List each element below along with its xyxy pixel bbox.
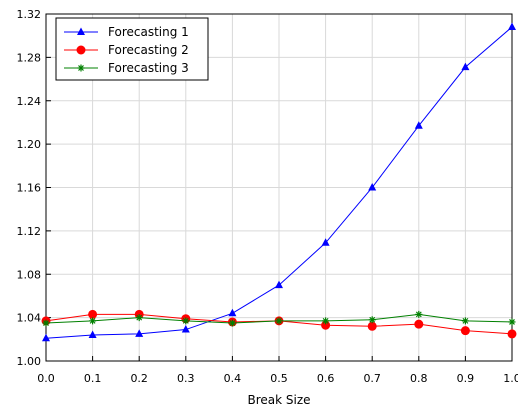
- data-point: [228, 319, 236, 327]
- series-1: [42, 22, 516, 342]
- y-tick-label: 1.08: [17, 268, 42, 281]
- series-3: [42, 310, 516, 327]
- data-point: [322, 317, 330, 325]
- star-stroke: [229, 320, 236, 326]
- legend-label: Forecasting 3: [108, 61, 189, 75]
- x-tick-label: 0.8: [410, 372, 428, 385]
- data-point: [89, 317, 97, 325]
- y-tick-label: 1.00: [17, 355, 42, 368]
- data-point: [508, 318, 516, 326]
- data-point: [42, 319, 50, 327]
- x-axis-title: Break Size: [247, 393, 310, 407]
- data-point: [135, 314, 143, 322]
- data-point: [507, 329, 517, 339]
- legend-label: Forecasting 2: [108, 43, 189, 57]
- y-tick-label: 1.04: [17, 312, 42, 325]
- data-point: [368, 316, 376, 324]
- y-tick-label: 1.24: [17, 95, 42, 108]
- data-point: [368, 183, 377, 191]
- star-stroke: [322, 317, 329, 324]
- series-layer: [41, 22, 517, 342]
- legend-marker: [77, 27, 85, 35]
- data-point: [88, 309, 98, 319]
- star-stroke: [182, 317, 189, 324]
- star-stroke: [462, 317, 469, 324]
- legend-label: Forecasting 1: [108, 25, 189, 39]
- data-point: [414, 319, 424, 329]
- star-stroke: [415, 311, 422, 318]
- y-tick-label: 1.32: [17, 8, 42, 21]
- legend: Forecasting 1 Forecasting 2 Forecasting 3: [55, 17, 209, 81]
- star-stroke: [43, 320, 49, 326]
- data-point: [461, 317, 469, 325]
- data-point: [275, 317, 283, 325]
- data-point: [275, 280, 283, 289]
- x-tick-label: 0.9: [457, 372, 475, 385]
- star-stroke: [509, 319, 515, 325]
- star-stroke: [369, 316, 376, 323]
- x-tick-label: 0.3: [177, 372, 195, 385]
- legend-marker: [76, 45, 86, 55]
- x-tick-label: 0.6: [317, 372, 335, 385]
- x-tick-label: 0.2: [130, 372, 148, 385]
- data-point: [42, 333, 50, 342]
- y-tick-label: 1.16: [17, 182, 42, 195]
- x-tick-label: 0.4: [224, 372, 242, 385]
- star-stroke: [78, 65, 84, 71]
- y-tick-label: 1.20: [17, 138, 42, 151]
- x-tick-label: 0.0: [37, 372, 55, 385]
- star-stroke: [89, 317, 96, 324]
- x-tick-label: 0.7: [363, 372, 381, 385]
- data-point: [414, 121, 423, 129]
- star-stroke: [136, 314, 143, 321]
- star-stroke: [276, 317, 282, 324]
- x-tick-label: 1.0: [503, 372, 518, 385]
- data-point: [88, 330, 97, 338]
- legend-marker: [77, 64, 85, 72]
- data-point: [181, 325, 190, 333]
- data-point: [367, 321, 377, 331]
- axis-ticks: 0.0 0.1 0.2 0.3 0.4 0.5 0.6 0.7 0.8 0.9 1.0 1.00 1.0…: [17, 8, 518, 385]
- legend-item: Forecasting 2: [64, 43, 189, 57]
- data-point: [321, 238, 330, 246]
- data-point: [460, 326, 470, 336]
- data-point: [182, 317, 190, 325]
- data-point: [135, 329, 144, 337]
- legend-item: Forecasting 3: [64, 61, 189, 75]
- y-tick-label: 1.28: [17, 51, 42, 64]
- data-point: [415, 310, 423, 318]
- data-point: [228, 308, 237, 317]
- legend-item: Forecasting 1: [64, 25, 189, 39]
- x-tick-label: 0.5: [270, 372, 288, 385]
- data-point: [508, 22, 516, 31]
- data-point: [461, 62, 470, 71]
- x-tick-label: 0.1: [84, 372, 102, 385]
- y-tick-label: 1.12: [17, 225, 42, 238]
